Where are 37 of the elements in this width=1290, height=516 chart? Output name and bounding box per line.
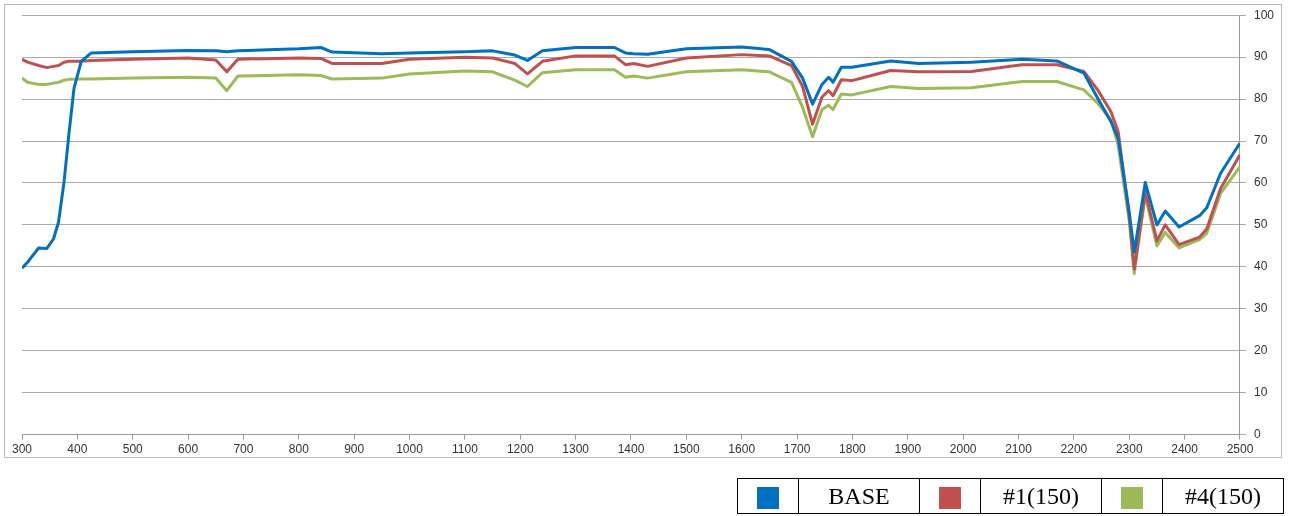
- x-tick-label: 800: [288, 442, 310, 457]
- x-tick-label: 1800: [839, 442, 867, 457]
- y-tick-label: 70: [1253, 133, 1268, 148]
- x-tick-label: 2300: [1115, 442, 1143, 457]
- x-tick-label: 1600: [728, 442, 756, 457]
- x-tick-label: 1300: [562, 442, 590, 457]
- x-tick-label: 2000: [949, 442, 977, 457]
- legend-label: #4(150): [1162, 478, 1284, 514]
- x-tick-label: 1000: [396, 442, 424, 457]
- y-tick-label: 30: [1253, 301, 1268, 316]
- y-tick-label: 40: [1253, 259, 1268, 274]
- x-tick-label: 500: [122, 442, 144, 457]
- x-tick-label: 700: [233, 442, 254, 457]
- x-tick-label: 2500: [1226, 442, 1254, 457]
- y-tick-label: 50: [1253, 217, 1268, 232]
- y-tick-label: 80: [1253, 91, 1268, 106]
- legend-label: #1(150): [980, 478, 1102, 514]
- x-tick-label: 300: [11, 442, 33, 457]
- y-tick-label: 100: [1253, 7, 1275, 22]
- x-tick-label: 2100: [1005, 442, 1033, 457]
- x-tick-label: 1500: [673, 442, 701, 457]
- y-tick-label: 90: [1253, 49, 1268, 64]
- y-tick-label: 0: [1253, 426, 1261, 441]
- x-tick-label: 1900: [894, 442, 922, 457]
- x-tick-label: 1700: [783, 442, 811, 457]
- x-tick-label: 600: [178, 442, 199, 457]
- x-tick-label: 900: [344, 442, 365, 457]
- x-tick-label: 1400: [617, 442, 645, 457]
- x-tick-label: 1200: [506, 442, 534, 457]
- x-tick-label: 400: [67, 442, 88, 457]
- x-tick-label: 2200: [1060, 442, 1088, 457]
- x-tick-label: 1100: [452, 442, 479, 457]
- y-tick-label: 20: [1253, 343, 1268, 358]
- y-tick-label: 60: [1253, 175, 1268, 190]
- x-tick-label: 2400: [1171, 442, 1199, 457]
- legend-label: BASE: [798, 478, 920, 514]
- y-tick-label: 10: [1253, 384, 1268, 399]
